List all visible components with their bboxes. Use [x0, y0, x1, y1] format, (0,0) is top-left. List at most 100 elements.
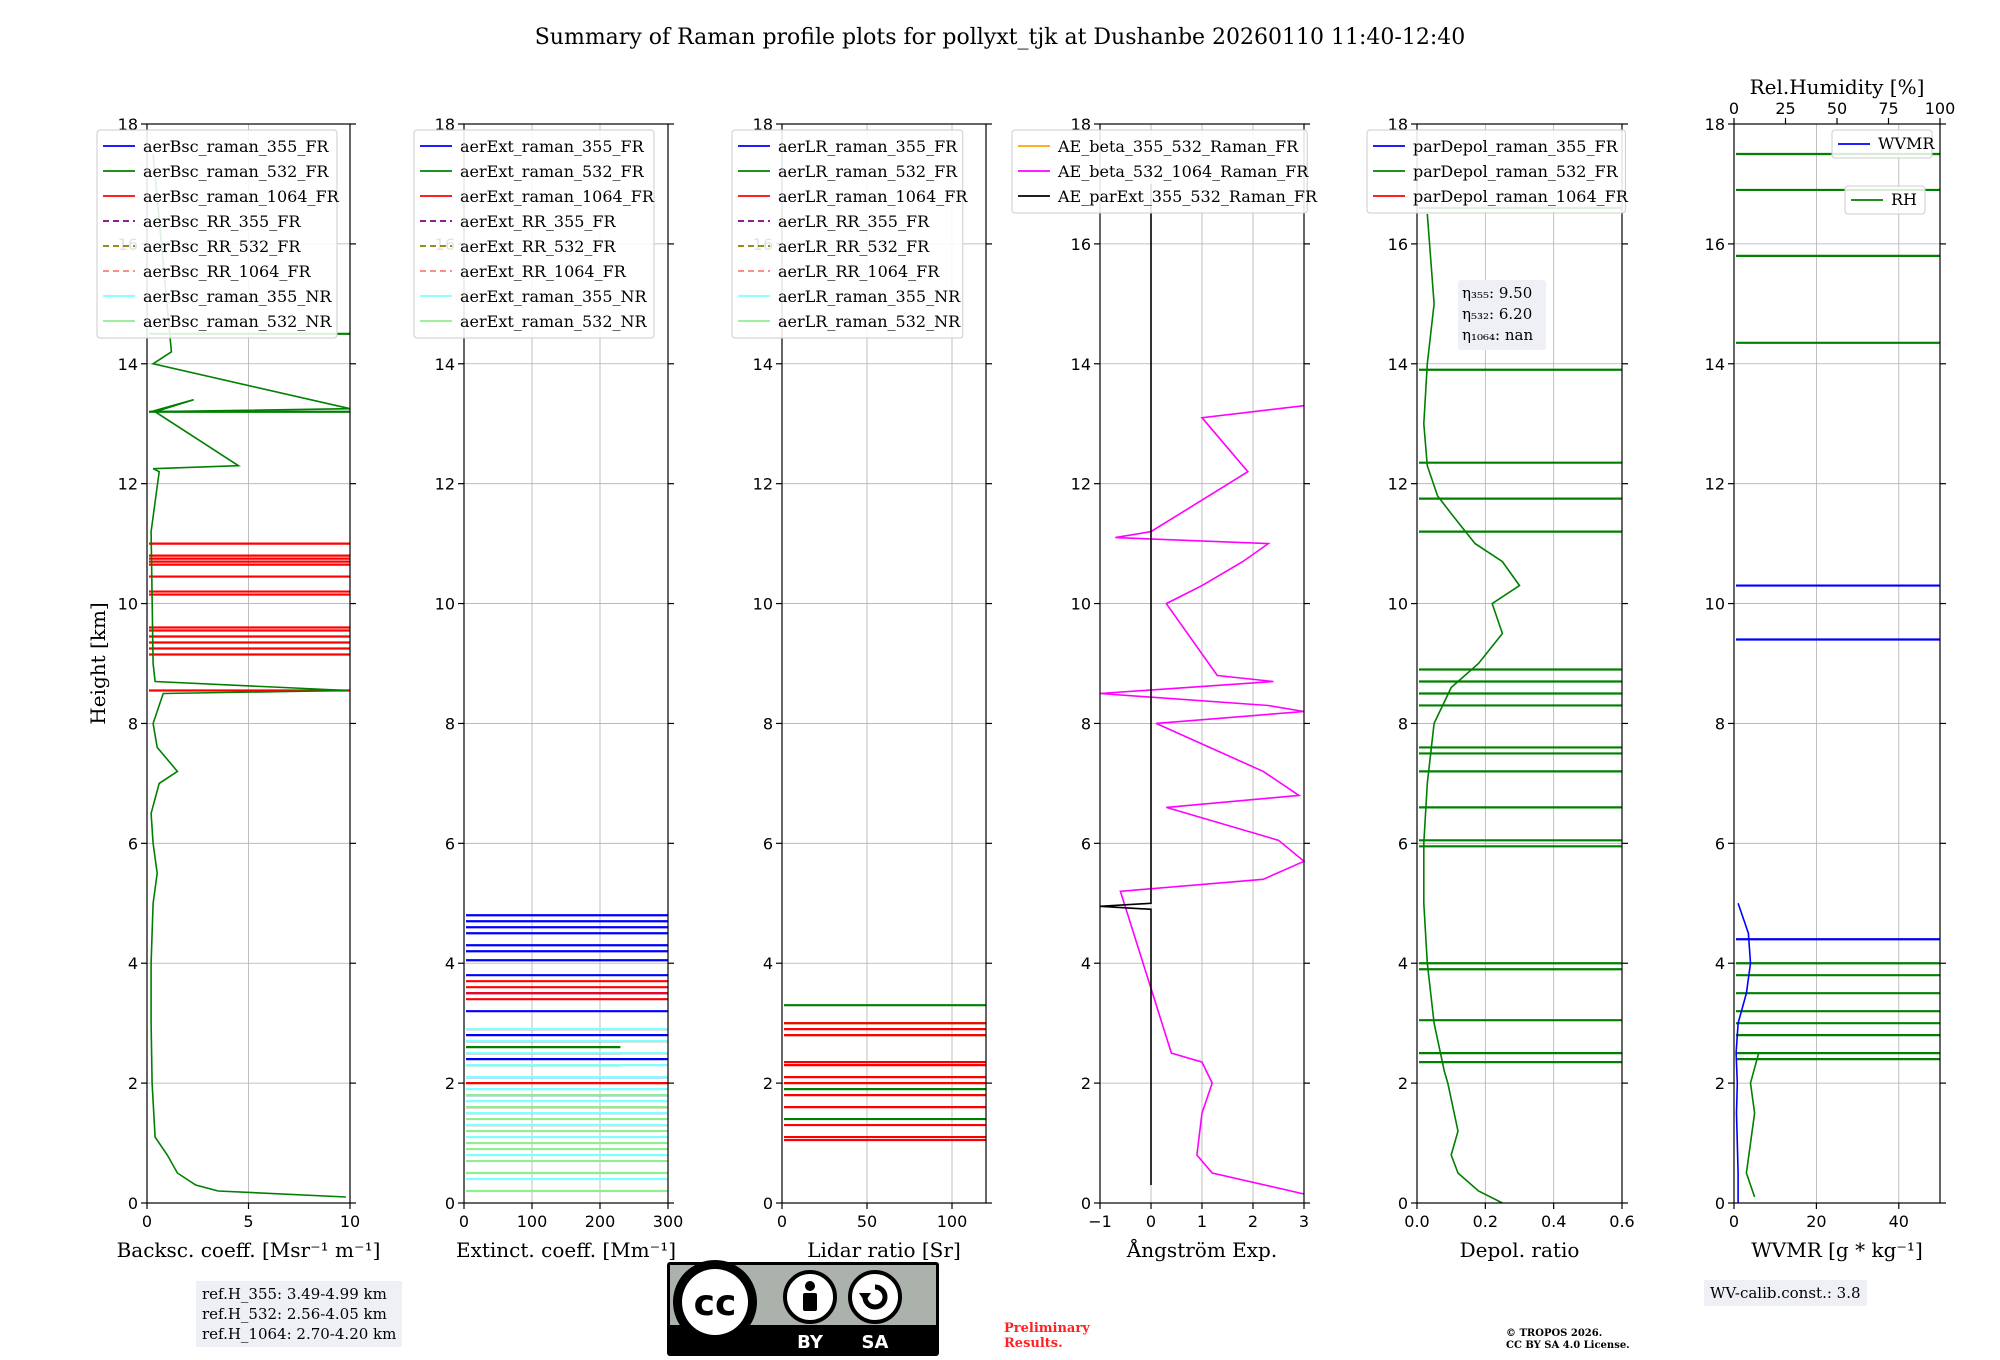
x-tick-label: 0: [777, 1212, 787, 1231]
legend-label: WVMR: [1878, 134, 1935, 153]
y-tick-label: 16: [1071, 235, 1091, 254]
legend-label: aerBsc_raman_532_FR: [143, 162, 329, 181]
y-tick-label: 4: [128, 954, 138, 973]
x-tick-label: 0: [1146, 1212, 1156, 1231]
legend-label: aerBsc_raman_1064_FR: [143, 187, 340, 206]
x-tick-label: 200: [585, 1212, 616, 1231]
legend-label: aerBsc_RR_532_FR: [143, 237, 301, 256]
wv-calibration-box: WV-calib.const.: 3.8: [1704, 1280, 1867, 1306]
y-tick-label: 12: [118, 475, 138, 494]
y-tick-label: 2: [1398, 1074, 1408, 1093]
y-tick-label: 10: [753, 595, 773, 614]
y-tick-label: 12: [753, 475, 773, 494]
legend-label: parDepol_raman_1064_FR: [1413, 187, 1629, 206]
y-tick-label: 14: [1388, 355, 1408, 374]
legend-label: AE_beta_355_532_Raman_FR: [1057, 137, 1299, 156]
cc-license-badge: cc BY SA: [667, 1260, 939, 1356]
y-tick-label: 12: [1388, 475, 1408, 494]
y-tick-label: 18: [1071, 115, 1091, 134]
y-tick-label: 8: [445, 714, 455, 733]
y-tick-label: 6: [128, 834, 138, 853]
y-tick-label: 14: [1071, 355, 1091, 374]
panel-backscatter: 0246810121416180510Backsc. coeff. [Msr⁻¹…: [86, 115, 380, 1262]
axes-frame: [1733, 123, 1941, 1204]
x-top-tick-label: 100: [1925, 99, 1956, 118]
panel-lidar_ratio: 024681012141618050100Lidar ratio [Sr]aer…: [731, 115, 992, 1262]
y-tick-label: 18: [118, 115, 138, 134]
x-tick-label: 0: [142, 1212, 152, 1231]
y-tick-label: 8: [763, 714, 773, 733]
y-tick-label: 2: [445, 1074, 455, 1093]
x-top-tick-label: 75: [1878, 99, 1898, 118]
y-tick-label: 6: [445, 834, 455, 853]
y-tick-label: 0: [1398, 1194, 1408, 1213]
y-tick-label: 18: [435, 115, 455, 134]
series-AE_parExt_355_532_Raman_FR: [1099, 183, 1152, 1185]
y-tick-label: 6: [1398, 834, 1408, 853]
legend-label: aerLR_RR_1064_FR: [778, 262, 940, 281]
y-tick-label: 10: [118, 595, 138, 614]
series-RH: [1745, 1052, 1760, 1198]
legend-box: [413, 129, 655, 339]
legend-label: aerExt_RR_1064_FR: [460, 262, 627, 281]
y-tick-label: 4: [1715, 954, 1725, 973]
x-axis-label: Backsc. coeff. [Msr⁻¹ m⁻¹]: [117, 1238, 381, 1262]
eta-box: [1458, 280, 1546, 350]
legend-label: aerExt_RR_355_FR: [460, 212, 617, 231]
cc-by-label: BY: [797, 1332, 824, 1353]
y-tick-label: 12: [1071, 475, 1091, 494]
legend-box: [96, 129, 338, 339]
y-tick-label: 8: [1715, 714, 1725, 733]
series-AE_beta_532_1064_Raman_FR: [1099, 404, 1306, 1195]
y-tick-label: 14: [1705, 355, 1725, 374]
x-tick-label: 0: [1729, 1212, 1739, 1231]
x-tick-label: 0.6: [1609, 1212, 1634, 1231]
x-axis-label: WVMR [g * kg⁻¹]: [1751, 1238, 1923, 1262]
x-tick-label: 3: [1299, 1212, 1309, 1231]
panel-extinction: 0246810121416180100200300Extinct. coeff.…: [413, 115, 684, 1262]
x-axis-label: Depol. ratio: [1460, 1238, 1580, 1262]
legend-label: aerLR_RR_532_FR: [778, 237, 930, 256]
y-tick-label: 10: [1388, 595, 1408, 614]
ref-height-1064: ref.H_1064: 2.70-4.20 km: [202, 1325, 397, 1343]
y-tick-label: 0: [1081, 1194, 1091, 1213]
series-parDepol_raman_532_FR: [1422, 213, 1521, 1204]
y-tick-label: 10: [435, 595, 455, 614]
series-aerBsc_raman_532_FR: [150, 153, 351, 1198]
x-tick-label: 40: [1889, 1212, 1909, 1231]
y-tick-label: 16: [1388, 235, 1408, 254]
sa-share-icon: [848, 1270, 902, 1324]
y-tick-label: 2: [763, 1074, 773, 1093]
x-tick-label: −1: [1088, 1212, 1112, 1231]
x-tick-label: 10: [340, 1212, 360, 1231]
legend-label: aerBsc_raman_532_NR: [143, 312, 332, 331]
x-tick-label: 300: [653, 1212, 684, 1231]
legend-label: aerBsc_RR_355_FR: [143, 212, 301, 231]
x-top-tick-label: 25: [1775, 99, 1795, 118]
preliminary-line-1: Preliminary: [1004, 1321, 1090, 1336]
legend-label: parDepol_raman_355_FR: [1413, 137, 1619, 156]
legend-label: aerLR_raman_355_NR: [778, 287, 961, 306]
legend-label: aerLR_raman_532_NR: [778, 312, 961, 331]
copyright-line-2: CC BY SA 4.0 License.: [1506, 1340, 1630, 1351]
y-axis-label: Height [km]: [86, 602, 110, 724]
y-tick-label: 8: [1081, 714, 1091, 733]
x-tick-label: 100: [937, 1212, 968, 1231]
legend-label: aerExt_RR_532_FR: [460, 237, 617, 256]
y-tick-label: 4: [445, 954, 455, 973]
x-top-tick-label: 50: [1827, 99, 1847, 118]
wv-calibration-constant: WV-calib.const.: 3.8: [1710, 1284, 1861, 1302]
legend-box: [731, 129, 964, 339]
y-tick-label: 8: [128, 714, 138, 733]
axes-frame: [1416, 123, 1623, 1204]
legend-box: [1844, 185, 1926, 215]
x-axis-label: Ångström Exp.: [1126, 1237, 1277, 1262]
y-tick-label: 18: [753, 115, 773, 134]
eta-value: η₁₀₆₄: nan: [1462, 326, 1533, 344]
x-tick-label: 20: [1806, 1212, 1826, 1231]
x-tick-label: 1: [1197, 1212, 1207, 1231]
legend-label: aerLR_raman_1064_FR: [778, 187, 968, 206]
y-tick-label: 6: [1715, 834, 1725, 853]
